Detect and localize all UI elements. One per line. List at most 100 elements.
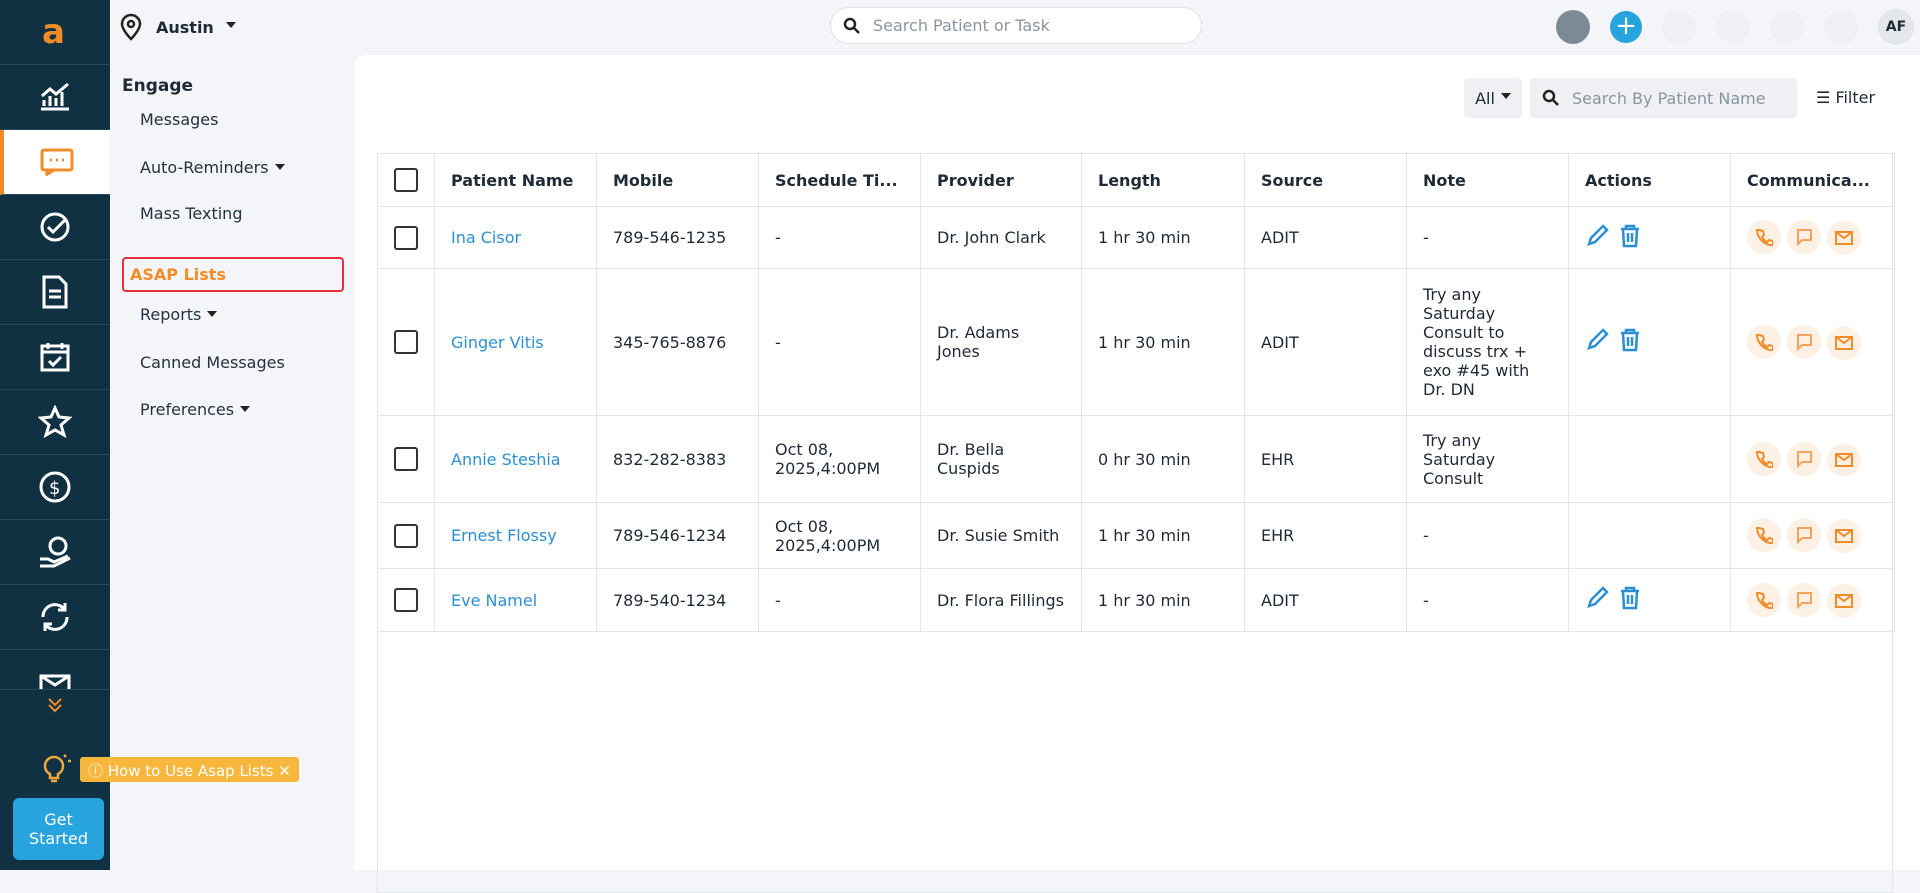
filter-select[interactable]: All — [1464, 78, 1522, 118]
menu-item[interactable]: Reports — [130, 301, 227, 328]
row-checkbox[interactable] — [394, 588, 418, 612]
sidebar: a $ ⓘ How to Use Asap Lists ✕ Get Starte… — [0, 0, 299, 870]
delete-button[interactable] — [1619, 586, 1641, 614]
row-checkbox[interactable] — [394, 330, 418, 354]
filter-button[interactable]: ☰ Filter — [1816, 88, 1876, 107]
nav-engage[interactable] — [0, 130, 110, 195]
filter-text: Filter — [1835, 88, 1876, 107]
add-button[interactable]: + — [1610, 11, 1642, 43]
nav-payments[interactable]: $ — [0, 455, 110, 520]
menu-item[interactable]: ASAP Lists — [122, 257, 344, 292]
notifications[interactable] — [1662, 10, 1696, 44]
row-select-cell — [377, 502, 435, 569]
sms-button[interactable] — [1787, 220, 1821, 254]
actions-cell — [1568, 206, 1731, 269]
header-cell — [377, 153, 435, 207]
patient-name[interactable]: Ina Cisor — [434, 206, 597, 269]
patient-name[interactable]: Annie Steshia — [434, 415, 597, 503]
column-header[interactable]: Length — [1081, 153, 1245, 207]
sync[interactable] — [1716, 10, 1750, 44]
column-header[interactable]: Mobile — [596, 153, 759, 207]
nav-reviews[interactable] — [0, 390, 110, 455]
tip-text: How to Use Asap Lists — [107, 762, 274, 780]
row-checkbox[interactable] — [394, 523, 418, 548]
nav-schedule[interactable] — [0, 325, 110, 390]
table-cell: - — [758, 568, 921, 632]
menu-item[interactable]: Canned Messages — [130, 349, 295, 376]
table-cell: - — [1406, 502, 1569, 569]
row-select-cell — [377, 568, 435, 632]
email-button[interactable] — [1827, 221, 1861, 255]
help[interactable] — [1770, 10, 1804, 44]
location[interactable]: Austin — [156, 17, 214, 37]
communication-cell — [1730, 206, 1895, 269]
column-header[interactable]: Patient Name — [434, 153, 597, 207]
avatar[interactable]: AF — [1878, 9, 1914, 45]
global-search-placeholder: Search Patient or Task — [873, 16, 1050, 35]
edit-button[interactable] — [1585, 328, 1609, 356]
email-button[interactable] — [1827, 519, 1861, 553]
row-checkbox[interactable] — [394, 447, 418, 471]
table-cell: - — [1406, 206, 1569, 269]
call-button[interactable] — [1747, 324, 1781, 359]
patient-search[interactable]: Search By Patient Name — [1530, 78, 1797, 118]
topbar: Austin Search Patient or Task + AF — [110, 0, 1920, 54]
menu-item-label: ASAP Lists — [130, 265, 226, 284]
table-cell: - — [758, 206, 921, 269]
nav-analytics[interactable] — [0, 65, 110, 130]
column-header[interactable]: Provider — [920, 153, 1082, 207]
nav-tasks[interactable] — [0, 195, 110, 260]
column-header[interactable]: Schedule Ti... — [758, 153, 921, 207]
patient-name[interactable]: Eve Namel — [434, 568, 597, 632]
get-started-button[interactable]: Get Started — [13, 798, 104, 860]
sms-button[interactable] — [1787, 441, 1821, 476]
menu-item[interactable]: Mass Texting — [130, 200, 252, 227]
menu-item[interactable]: Messages — [130, 106, 228, 133]
column-header[interactable]: Actions — [1568, 153, 1731, 207]
menu-item[interactable]: Preferences — [130, 396, 260, 423]
nav-financing[interactable] — [0, 520, 110, 585]
row-checkbox[interactable] — [394, 225, 418, 250]
global-search[interactable]: Search Patient or Task — [830, 7, 1202, 44]
actions-cell — [1568, 268, 1731, 416]
dropdown-caret — [240, 406, 251, 417]
email-button[interactable] — [1827, 583, 1861, 618]
menu-title: Engage — [122, 76, 194, 96]
patient-name[interactable]: Ernest Flossy — [434, 502, 597, 569]
delete-button[interactable] — [1619, 328, 1641, 356]
patient-name[interactable]: Ginger Vitis — [434, 268, 597, 416]
select-all-checkbox[interactable] — [394, 168, 418, 192]
call-button[interactable] — [1747, 582, 1781, 617]
menu-item-label: Mass Texting — [140, 204, 243, 223]
call-button[interactable] — [1747, 220, 1781, 254]
sms-button[interactable] — [1787, 582, 1821, 617]
sms-button[interactable] — [1787, 518, 1821, 552]
nav-forms[interactable] — [0, 260, 110, 325]
email-button[interactable] — [1827, 325, 1861, 360]
communication-cell — [1730, 502, 1895, 569]
asap-table: Patient Name Mobile Schedule Ti... Provider… — [377, 153, 1895, 632]
filter-select-text: All — [1475, 88, 1495, 108]
menu-item[interactable]: Auto-Reminders — [130, 154, 295, 181]
nav-recurring[interactable] — [0, 585, 110, 650]
delete-button[interactable] — [1619, 224, 1641, 252]
table-cell: 345-765-8876 — [596, 268, 759, 416]
expand[interactable] — [0, 695, 110, 719]
column-header[interactable]: Communica... — [1730, 153, 1895, 207]
email-button[interactable] — [1827, 442, 1861, 477]
call-button[interactable] — [1747, 441, 1781, 476]
column-header[interactable]: Source — [1244, 153, 1407, 207]
edit-button[interactable] — [1585, 586, 1609, 614]
settings[interactable] — [1824, 10, 1858, 44]
tip-banner[interactable]: ⓘ How to Use Asap Lists ✕ — [80, 757, 299, 782]
phone-button[interactable] — [1556, 10, 1590, 44]
logo[interactable]: a — [0, 0, 110, 65]
sms-button[interactable] — [1787, 324, 1821, 359]
nav-mail[interactable] — [0, 650, 110, 690]
table-row: Annie Steshia 832-282-8383 Oct 08, 2025,4:… — [377, 415, 1895, 503]
table-cell: 0 hr 30 min — [1081, 415, 1245, 503]
call-button[interactable] — [1747, 518, 1781, 552]
edit-button[interactable] — [1585, 223, 1609, 252]
column-header[interactable]: Note — [1406, 153, 1569, 207]
